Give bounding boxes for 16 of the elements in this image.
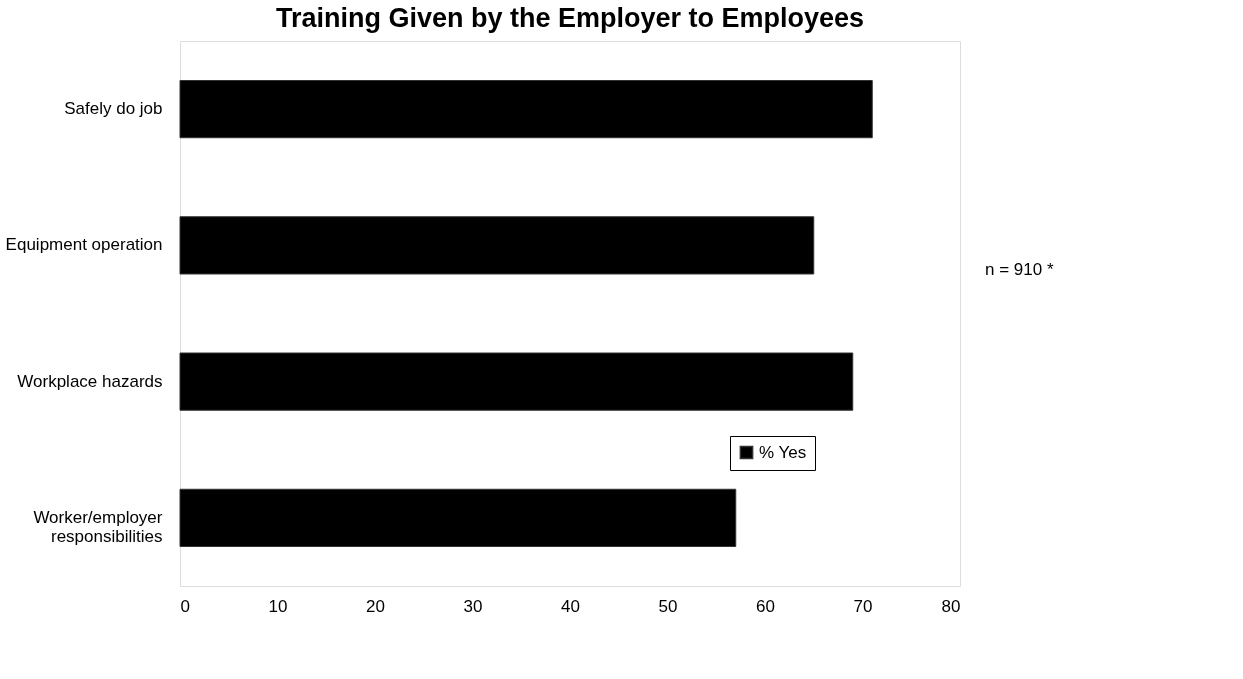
x-tick-label: 70 [853, 596, 873, 616]
y-tick-label: Safely do job [64, 99, 163, 119]
y-tick-label: Workplace hazards [17, 371, 163, 391]
x-tick-label: 60 [756, 596, 775, 616]
y-tick-label: Worker/employer responsibilities [33, 507, 163, 546]
chart-title: Training Given by the Employer to Employees [275, 3, 865, 33]
x-tick-label: 80 [941, 596, 961, 616]
x-tick-label: 20 [366, 596, 385, 616]
x-tick-label: 10 [268, 596, 288, 616]
x-tick-label: 40 [561, 596, 580, 616]
x-tick-label: 30 [463, 596, 483, 616]
x-tick-label: 0 [180, 596, 190, 616]
legend-label: % Yes [759, 442, 807, 462]
x-tick-label: 50 [658, 596, 678, 616]
text: n = 910 * [985, 259, 1054, 279]
y-tick-label: Equipment operation [5, 235, 163, 255]
